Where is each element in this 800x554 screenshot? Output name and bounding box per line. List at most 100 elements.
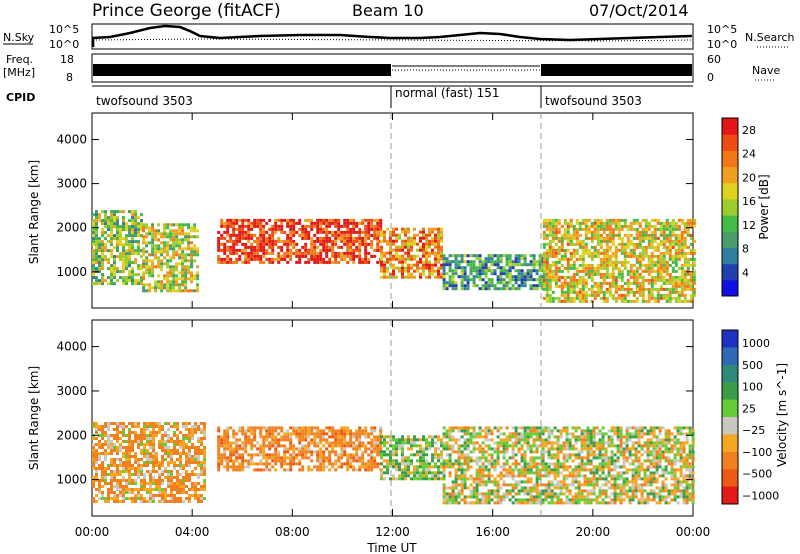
data-cell [425,242,428,246]
data-cell [563,266,567,270]
data-cell [349,456,353,460]
data-cell [229,465,233,469]
data-cell [635,257,639,261]
data-cell [454,266,458,270]
data-cell [358,248,362,252]
data-cell [146,488,149,491]
data-cell [110,443,113,446]
data-cell [389,248,392,252]
data-cell [113,437,116,440]
data-cell [142,289,146,293]
data-cell [478,287,482,291]
data-cell [437,272,440,276]
data-cell [457,489,461,493]
data-cell [149,482,152,485]
data-cell [307,435,311,439]
data-cell [113,476,116,479]
data-cell [175,283,179,287]
data-cell [623,254,627,258]
data-cell [95,258,98,262]
data-cell [442,426,446,430]
data-cell [253,248,257,252]
data-cell [514,426,518,430]
data-cell [137,494,140,497]
data-cell [178,241,182,245]
data-cell [575,290,579,294]
data-cell [689,284,693,288]
data-cell [389,239,392,243]
data-cell [554,269,558,273]
data-cell [569,263,573,267]
data-cell [454,495,458,499]
data-cell [478,480,482,484]
data-cell [379,444,383,448]
data-cell [220,233,224,237]
data-cell [617,233,621,237]
data-cell [310,438,314,442]
data-cell [187,235,191,239]
data-cell [125,434,128,437]
data-cell [383,266,386,270]
data-cell [560,233,564,237]
data-cell [140,234,143,238]
data-cell [520,498,524,502]
data-cell [404,477,407,481]
data-cell [466,426,470,430]
data-cell [148,229,152,233]
data-cell [484,492,488,496]
data-cell [268,444,272,448]
data-cell [280,438,284,442]
data-cell [220,441,224,445]
data-cell [508,257,512,261]
data-cell [176,488,179,491]
data-cell [286,450,290,454]
data-cell [505,447,509,451]
data-cell [457,483,461,487]
data-cell [460,260,464,264]
data-cell [322,450,326,454]
data-cell [140,222,143,226]
data-cell [517,254,521,258]
data-cell [653,233,657,237]
data-cell [641,239,645,243]
data-cell [95,422,98,425]
data-cell [107,428,110,431]
data-cell [301,453,305,457]
data-cell [107,440,110,443]
data-cell [440,233,443,237]
data-cell [101,470,104,473]
data-cell [620,218,624,222]
data-cell [457,254,461,258]
data-cell [119,228,122,232]
data-cell [185,491,188,494]
data-cell [463,495,467,499]
data-cell [253,224,257,228]
data-cell [250,438,254,442]
data-cell [572,254,576,258]
data-cell [226,459,230,463]
data-cell [410,462,413,466]
data-cell [256,447,260,451]
data-cell [110,237,113,241]
data-cell [325,426,329,430]
data-cell [605,227,609,231]
data-cell [674,284,678,288]
data-cell [481,471,485,475]
data-cell [160,253,164,257]
data-cell [656,278,660,282]
data-cell [280,245,284,249]
data-cell [422,462,425,466]
data-cell [182,488,185,491]
data-cell [107,240,110,244]
data-cell [232,462,236,466]
data-cell [355,224,359,228]
data-cell [325,456,329,460]
data-cell [487,453,491,457]
data-cell [116,449,119,452]
data-cell [149,479,152,482]
data-cell [152,479,155,482]
data-cell [166,247,170,251]
data-cell [641,227,645,231]
data-cell [629,299,633,303]
